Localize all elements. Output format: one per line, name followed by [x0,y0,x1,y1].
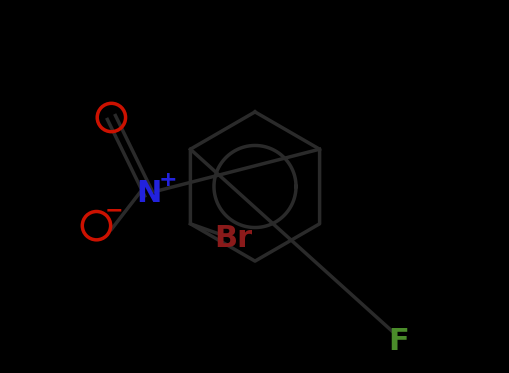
Text: F: F [387,327,408,356]
Text: Br: Br [214,224,252,253]
Text: −: − [105,201,124,221]
Text: N: N [136,179,161,209]
Text: +: + [158,170,177,190]
